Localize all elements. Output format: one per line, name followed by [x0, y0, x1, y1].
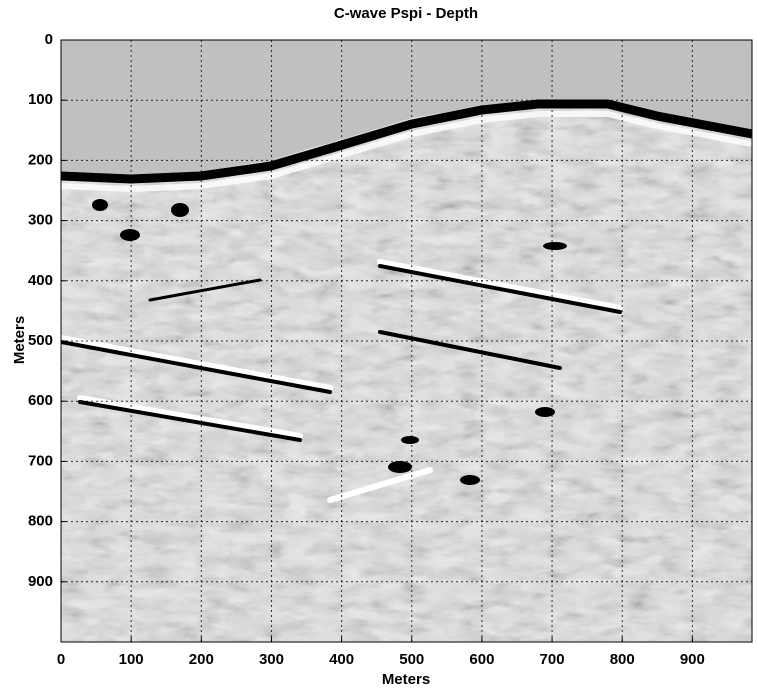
- y-tick-label: 900: [28, 573, 53, 590]
- x-tick-label: 200: [189, 651, 214, 668]
- y-tick-label: 200: [28, 151, 53, 168]
- x-axis-label: Meters: [382, 671, 430, 688]
- y-tick-label: 100: [28, 91, 53, 108]
- x-tick-label: 400: [329, 651, 354, 668]
- x-tick-label: 300: [259, 651, 284, 668]
- x-tick-label: 800: [610, 651, 635, 668]
- x-tick-label: 0: [57, 651, 65, 668]
- x-tick-label: 600: [469, 651, 494, 668]
- y-axis-label: Meters: [11, 316, 28, 364]
- y-tick-label: 0: [45, 31, 53, 48]
- y-tick-label: 700: [28, 452, 53, 469]
- y-tick-label: 600: [28, 392, 53, 409]
- y-tick-label: 800: [28, 513, 53, 530]
- x-tick-label: 900: [680, 651, 705, 668]
- x-tick-label: 700: [540, 651, 565, 668]
- y-tick-label: 300: [28, 212, 53, 229]
- chart-title: C-wave Pspi - Depth: [334, 5, 478, 22]
- x-tick-label: 100: [119, 651, 144, 668]
- x-tick-label: 500: [399, 651, 424, 668]
- y-tick-label: 500: [28, 332, 53, 349]
- y-tick-label: 400: [28, 272, 53, 289]
